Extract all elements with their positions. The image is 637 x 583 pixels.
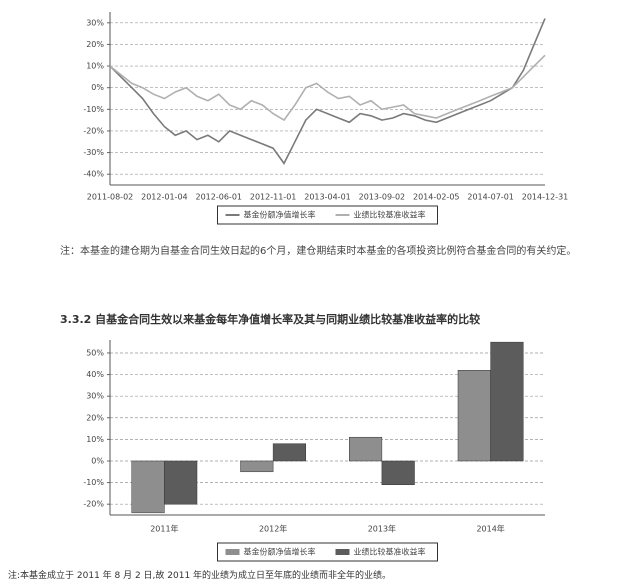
legend-box xyxy=(217,542,438,562)
x-tick-label: 2014-12-31 xyxy=(522,193,569,202)
bar xyxy=(457,369,491,462)
bar xyxy=(490,341,524,462)
legend-label: 基金份额净值增长率 xyxy=(244,547,316,557)
y-tick-label: -10% xyxy=(83,478,104,487)
y-tick-label: -20% xyxy=(83,126,104,135)
y-tick-label: -30% xyxy=(83,148,104,157)
x-tick-label: 2012-01-04 xyxy=(141,193,188,202)
bar xyxy=(349,436,383,462)
x-tick-label: 2013-04-01 xyxy=(304,193,351,202)
y-tick-label: 0% xyxy=(91,456,104,465)
y-tick-label: 30% xyxy=(86,18,104,27)
y-tick-label: 30% xyxy=(86,392,104,401)
bar xyxy=(131,460,165,514)
legend-label: 业绩比较基准收益率 xyxy=(354,547,426,557)
x-tick-label: 2013年 xyxy=(368,524,396,534)
x-tick-label: 2014-02-05 xyxy=(413,193,460,202)
footnote: 注:本基金成立于 2011 年 8 月 2 日,故 2011 年的业绩为成立日至… xyxy=(8,571,392,581)
y-tick-label: 10% xyxy=(86,62,104,71)
y-tick-label: 10% xyxy=(86,435,104,444)
x-tick-label: 2012-06-01 xyxy=(196,193,243,202)
series-line xyxy=(109,54,546,122)
legend-swatch xyxy=(225,549,240,555)
series-line xyxy=(109,18,546,165)
y-tick-label: -40% xyxy=(83,170,104,179)
bar xyxy=(272,443,306,462)
legend-box xyxy=(217,205,438,225)
bar xyxy=(240,460,274,473)
y-tick-label: 20% xyxy=(86,40,104,49)
section-heading: 3.3.2 自基金合同生效以来基金每年净值增长率及其与同期业绩比较基准收益率的比… xyxy=(60,313,481,326)
y-tick-label: -20% xyxy=(83,500,104,509)
y-tick-label: 0% xyxy=(91,83,104,92)
x-tick-label: 2014-07-01 xyxy=(467,193,514,202)
x-tick-label: 2011年 xyxy=(150,524,178,534)
legend-label: 基金份额净值增长率 xyxy=(244,210,316,220)
x-tick-label: 2012年 xyxy=(259,524,287,534)
x-tick-label: 2012-11-01 xyxy=(250,193,297,202)
x-tick-label: 2011-08-02 xyxy=(87,193,134,202)
x-tick-label: 2014年 xyxy=(476,524,504,534)
y-tick-label: -10% xyxy=(83,105,104,114)
y-tick-label: 50% xyxy=(86,348,104,357)
x-tick-label: 2013-09-02 xyxy=(359,193,406,202)
chart-note: 注：本基金的建仓期为自基金合同生效日起的6个月，建仓期结束时本基金的各项投资比例… xyxy=(60,246,577,257)
bar xyxy=(164,460,198,505)
legend-label: 业绩比较基准收益率 xyxy=(354,210,426,220)
y-tick-label: 40% xyxy=(86,370,104,379)
bar xyxy=(381,460,415,486)
legend-swatch xyxy=(335,549,350,555)
y-tick-label: 20% xyxy=(86,413,104,422)
